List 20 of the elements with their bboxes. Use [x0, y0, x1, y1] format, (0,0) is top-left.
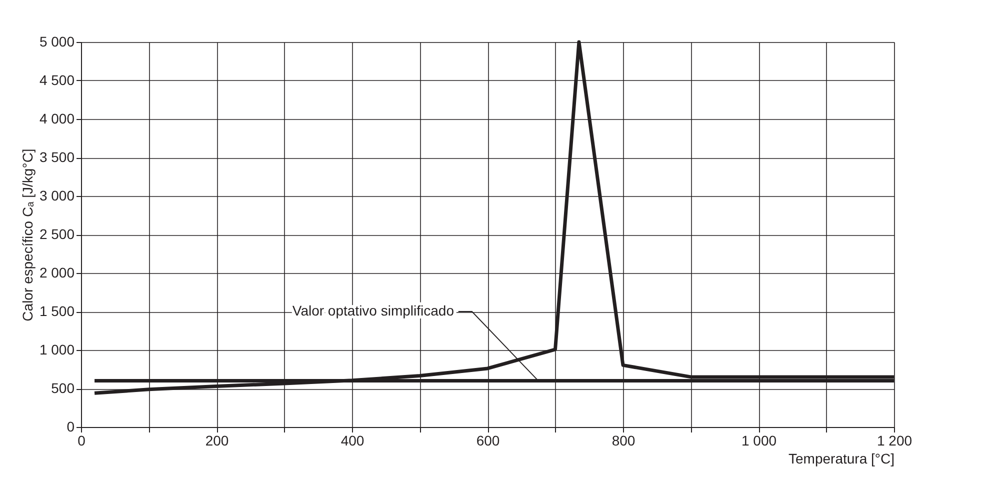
y-tick-label: 2 500	[39, 226, 75, 242]
y-tick-label: 1 500	[39, 303, 75, 319]
x-tick-label: 200	[205, 432, 229, 448]
y-tick-label: 2 000	[39, 264, 75, 280]
x-tick-label: 1 200	[876, 432, 912, 448]
x-tick-label: 1 000	[741, 432, 777, 448]
y-tick-label: 3 000	[39, 188, 75, 204]
x-axis-title: Temperatura [°C]	[788, 450, 894, 466]
x-tick-label: 400	[340, 432, 364, 448]
y-tick-label: 3 500	[39, 149, 75, 165]
y-tick-label: 4 500	[39, 72, 75, 88]
x-tick-label: 0	[78, 432, 86, 448]
y-axis-title: Calor específico Cₐ [J/kg°C]	[19, 148, 36, 322]
y-tick-label: 0	[66, 418, 75, 434]
y-tick-label: 4 000	[39, 110, 75, 126]
x-tick-label: 800	[612, 432, 636, 448]
y-tick-label: 500	[51, 380, 75, 396]
y-tick-label: 5 000	[39, 34, 75, 50]
x-tick-label: 600	[476, 432, 500, 448]
y-tick-label: 1 000	[39, 342, 75, 358]
